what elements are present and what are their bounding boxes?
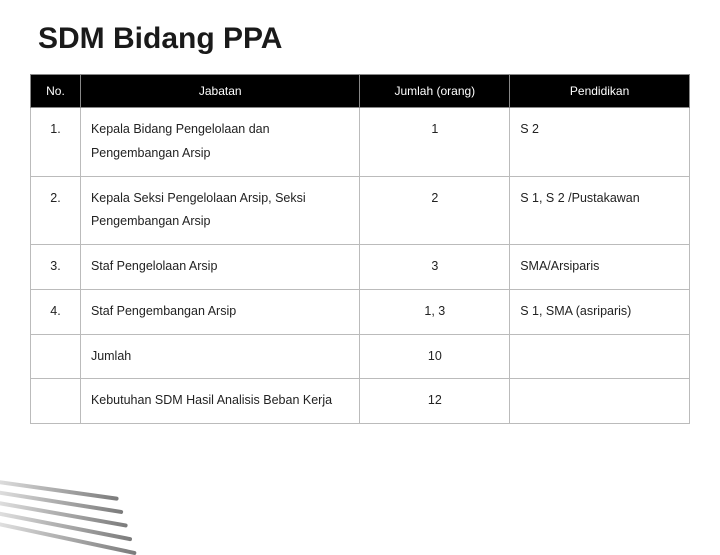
cell-jabatan: Kepala Seksi Pengelolaan Arsip, Seksi Pe… (80, 176, 360, 245)
cell-no (31, 334, 81, 379)
table-row: 3. Staf Pengelolaan Arsip 3 SMA/Arsipari… (31, 245, 690, 290)
table-header-row: No. Jabatan Jumlah (orang) Pendidikan (31, 75, 690, 108)
col-header-no: No. (31, 75, 81, 108)
cell-jabatan: Staf Pengembangan Arsip (80, 289, 360, 334)
col-header-jumlah: Jumlah (orang) (360, 75, 510, 108)
cell-jumlah: 1 (360, 108, 510, 177)
cell-no: 3. (31, 245, 81, 290)
cell-pendidikan: SMA/Arsiparis (510, 245, 690, 290)
cell-jumlah: 3 (360, 245, 510, 290)
cell-pendidikan (510, 334, 690, 379)
cell-pendidikan: S 1, S 2 /Pustakawan (510, 176, 690, 245)
table-row: 1. Kepala Bidang Pengelolaan dan Pengemb… (31, 108, 690, 177)
decor-lines-icon (0, 470, 140, 530)
cell-pendidikan (510, 379, 690, 424)
cell-jabatan: Kebutuhan SDM Hasil Analisis Beban Kerja (80, 379, 360, 424)
page-title: SDM Bidang PPA (0, 0, 720, 74)
cell-jabatan: Kepala Bidang Pengelolaan dan Pengembang… (80, 108, 360, 177)
cell-pendidikan: S 2 (510, 108, 690, 177)
sdm-table: No. Jabatan Jumlah (orang) Pendidikan 1.… (30, 74, 690, 424)
cell-jumlah: 1, 3 (360, 289, 510, 334)
table-row: Jumlah 10 (31, 334, 690, 379)
table-row: Kebutuhan SDM Hasil Analisis Beban Kerja… (31, 379, 690, 424)
cell-jumlah: 2 (360, 176, 510, 245)
cell-no (31, 379, 81, 424)
cell-no: 1. (31, 108, 81, 177)
col-header-pendidikan: Pendidikan (510, 75, 690, 108)
table-row: 2. Kepala Seksi Pengelolaan Arsip, Seksi… (31, 176, 690, 245)
cell-jabatan: Staf Pengelolaan Arsip (80, 245, 360, 290)
cell-jumlah: 10 (360, 334, 510, 379)
cell-pendidikan: S 1, SMA (asriparis) (510, 289, 690, 334)
cell-no: 4. (31, 289, 81, 334)
col-header-jabatan: Jabatan (80, 75, 360, 108)
table-row: 4. Staf Pengembangan Arsip 1, 3 S 1, SMA… (31, 289, 690, 334)
cell-no: 2. (31, 176, 81, 245)
cell-jabatan: Jumlah (80, 334, 360, 379)
cell-jumlah: 12 (360, 379, 510, 424)
